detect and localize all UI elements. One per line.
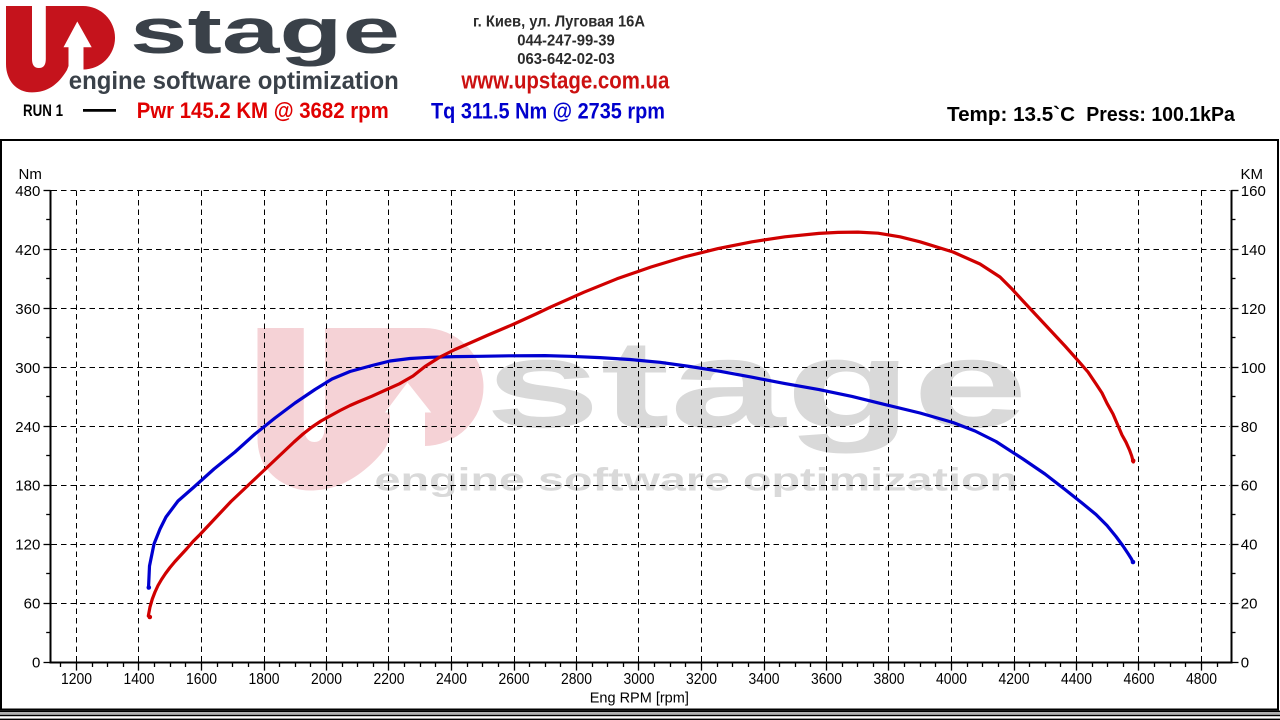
- svg-text:Eng RPM [rpm]: Eng RPM [rpm]: [590, 691, 689, 707]
- svg-text:240: 240: [15, 419, 40, 436]
- svg-text:160: 160: [1241, 183, 1266, 200]
- svg-text:2400: 2400: [436, 671, 467, 688]
- svg-text:engine software optimization: engine software optimization: [375, 462, 1019, 498]
- svg-text:Pwr 145.2 KM @ 3682 rpm: Pwr 145.2 KM @ 3682 rpm: [137, 98, 389, 123]
- svg-text:2800: 2800: [561, 671, 592, 688]
- svg-text:140: 140: [1241, 242, 1266, 259]
- svg-text:60: 60: [1241, 478, 1258, 495]
- svg-text:Nm: Nm: [19, 166, 42, 183]
- svg-text:engine software optimization: engine software optimization: [69, 67, 399, 95]
- svg-text:4800: 4800: [1186, 671, 1217, 688]
- svg-text:044-247-99-39: 044-247-99-39: [517, 33, 615, 50]
- svg-text:0: 0: [1241, 655, 1249, 672]
- svg-text:stage: stage: [485, 315, 1028, 454]
- svg-text:1600: 1600: [186, 671, 217, 688]
- svg-text:100: 100: [1241, 360, 1266, 377]
- svg-text:2000: 2000: [311, 671, 342, 688]
- svg-text:300: 300: [15, 360, 40, 377]
- svg-text:3000: 3000: [624, 671, 655, 688]
- svg-text:40: 40: [1241, 537, 1258, 554]
- svg-text:KM: KM: [1241, 166, 1264, 183]
- svg-text:4000: 4000: [936, 671, 967, 688]
- svg-text:1800: 1800: [249, 671, 280, 688]
- svg-text:360: 360: [15, 301, 40, 318]
- svg-text:1200: 1200: [61, 671, 92, 688]
- svg-text:120: 120: [1241, 301, 1266, 318]
- svg-text:3200: 3200: [686, 671, 717, 688]
- svg-text:180: 180: [15, 478, 40, 495]
- svg-text:2600: 2600: [499, 671, 530, 688]
- svg-text:RUN 1: RUN 1: [23, 102, 63, 120]
- svg-text:Press: 100.1kPa: Press: 100.1kPa: [1086, 103, 1235, 126]
- svg-text:063-642-02-03: 063-642-02-03: [517, 51, 615, 68]
- svg-text:3800: 3800: [874, 671, 905, 688]
- svg-text:80: 80: [1241, 419, 1258, 436]
- svg-text:www.upstage.com.ua: www.upstage.com.ua: [461, 68, 670, 95]
- svg-text:120: 120: [15, 537, 40, 554]
- svg-text:3600: 3600: [811, 671, 842, 688]
- svg-text:0: 0: [32, 655, 40, 672]
- svg-text:3400: 3400: [749, 671, 780, 688]
- svg-text:480: 480: [15, 183, 40, 200]
- svg-text:1400: 1400: [124, 671, 155, 688]
- svg-text:4400: 4400: [1061, 671, 1092, 688]
- svg-text:Tq 311.5 Nm @ 2735 rpm: Tq 311.5 Nm @ 2735 rpm: [431, 98, 665, 123]
- svg-text:г. Киев, ул. Луговая 16А: г. Киев, ул. Луговая 16А: [473, 13, 645, 30]
- svg-text:60: 60: [24, 596, 41, 613]
- svg-text:4200: 4200: [999, 671, 1030, 688]
- svg-text:20: 20: [1241, 596, 1258, 613]
- svg-text:4600: 4600: [1124, 671, 1155, 688]
- svg-text:Temp: 13.5`C: Temp: 13.5`C: [947, 103, 1075, 126]
- svg-text:420: 420: [15, 242, 40, 259]
- svg-text:stage: stage: [130, 0, 400, 67]
- svg-text:2200: 2200: [374, 671, 405, 688]
